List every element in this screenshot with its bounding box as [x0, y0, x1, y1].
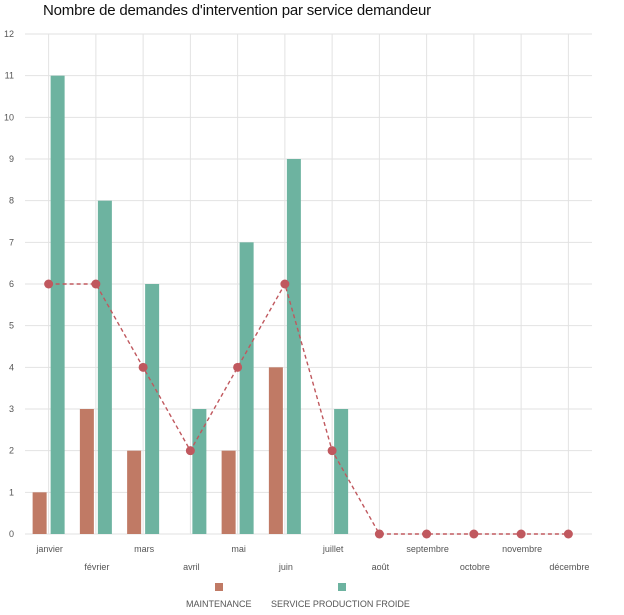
line-point: [91, 279, 101, 289]
bar-service-production-froide: [192, 409, 207, 534]
x-tick-label: décembre: [549, 562, 589, 572]
line-point: [469, 529, 479, 539]
y-tick-label: 5: [9, 321, 14, 331]
bar-service-production-froide: [97, 200, 112, 534]
y-tick-label: 3: [9, 404, 14, 414]
x-tick-label: février: [84, 562, 109, 572]
line-point: [516, 529, 526, 539]
legend-label-service-production-froide: SERVICE PRODUCTION FROIDE: [271, 599, 410, 609]
legend: MAINTENANCE SERVICE PRODUCTION FROIDE: [0, 580, 624, 614]
y-tick-label: 6: [9, 279, 14, 289]
x-tick-label: janvier: [35, 544, 63, 554]
bar-maintenance: [268, 367, 283, 534]
line-point: [374, 529, 384, 539]
line-point: [233, 362, 243, 372]
chart-title: Nombre de demandes d'intervention par se…: [43, 2, 431, 19]
x-tick-label: novembre: [502, 544, 542, 554]
y-tick-label: 8: [9, 196, 14, 206]
y-tick-label: 0: [9, 529, 14, 539]
y-tick-label: 7: [9, 237, 14, 247]
bar-maintenance: [221, 450, 236, 534]
legend-swatch-service-production-froide: [338, 583, 346, 591]
legend-swatch-maintenance: [215, 583, 223, 591]
y-tick-label: 10: [4, 112, 14, 122]
bar-service-production-froide: [239, 242, 254, 535]
bar-maintenance: [32, 492, 47, 534]
bar-service-production-froide: [50, 75, 65, 535]
y-tick-label: 12: [4, 29, 14, 39]
series-line: [48, 282, 569, 535]
legend-label-maintenance: MAINTENANCE: [186, 599, 252, 609]
x-tick-label: juillet: [322, 544, 344, 554]
x-tick-label: mars: [134, 544, 154, 554]
y-tick-label: 11: [5, 71, 14, 81]
y-tick-label: 4: [9, 362, 14, 372]
line-point: [44, 279, 54, 289]
x-tick-label: août: [372, 562, 390, 572]
bar-service-production-froide: [334, 409, 349, 534]
line-point: [327, 446, 337, 456]
x-tick-label: avril: [183, 562, 200, 572]
line-point: [280, 279, 290, 289]
bar-service-production-froide: [286, 159, 301, 534]
line-point: [422, 529, 432, 539]
bar-service-production-froide: [145, 284, 160, 534]
line-point: [563, 529, 573, 539]
line-point: [185, 446, 195, 456]
x-tick-label: septembre: [406, 544, 449, 554]
y-tick-label: 9: [9, 154, 14, 164]
x-tick-label: mai: [231, 544, 246, 554]
y-tick-label: 2: [9, 446, 14, 456]
x-tick-label: juin: [278, 562, 293, 572]
line-point: [138, 362, 148, 372]
x-tick-label: octobre: [460, 562, 490, 572]
bar-maintenance: [127, 450, 142, 534]
bar-maintenance: [79, 409, 94, 534]
y-tick-label: 1: [9, 487, 14, 497]
